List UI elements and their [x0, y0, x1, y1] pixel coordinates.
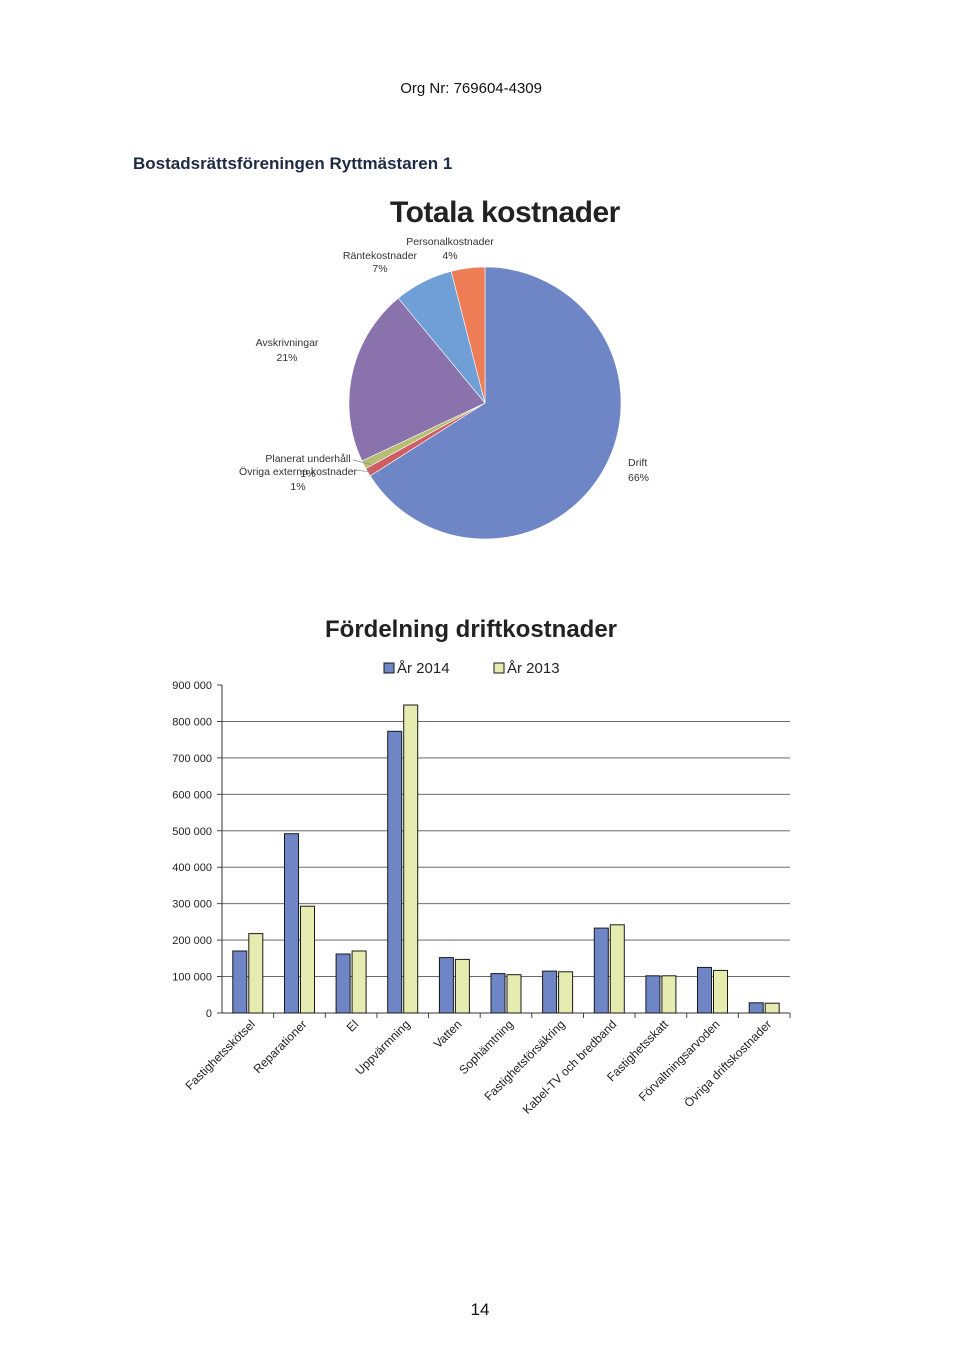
- bar-sophamtning-ar-2014: [490, 973, 506, 1014]
- bar-forvaltningsarvoden-ar-2013: [713, 969, 728, 1014]
- x-tick-label-uppvarmning: Uppvärmning: [352, 1017, 412, 1077]
- pie-pct-personalkostnader: 4%: [442, 250, 457, 262]
- bar-el-ar-2013: [351, 950, 367, 1014]
- bar-vatten-ar-2013: [454, 958, 470, 1014]
- x-tick-label-ovriga-driftskostnader: Övriga driftskostnader: [681, 1017, 774, 1110]
- bar-fastighetsforsakring-ar-2013: [558, 971, 574, 1014]
- pie-slice-avskrivningar: [348, 297, 486, 462]
- org-number: Org Nr: 769604-4309: [400, 80, 542, 97]
- legend-swatch-ar-2013: [493, 662, 505, 674]
- bar-kabel-tv-och-bredband-ar-2013: [609, 924, 625, 1014]
- bar-fastighetsskatt-ar-2013: [661, 975, 677, 1014]
- x-tick-label-fastighetsskotsel: Fastighetsskötsel: [182, 1017, 257, 1092]
- x-tick-label-kabel-tv-och-bredband: Kabel-TV och bredband: [520, 1017, 620, 1117]
- bar-fastighetsskotsel-ar-2013: [248, 933, 264, 1014]
- bar-ovriga-driftskostnader-ar-2014: [748, 1002, 764, 1014]
- pie-label-personalkostnader: Personalkostnader: [406, 236, 494, 248]
- bar-chart-title: Fördelning driftkostnader: [325, 616, 618, 643]
- pie-slice-personalkostnader: [450, 266, 486, 404]
- y-tick-label: 900 000: [172, 680, 212, 692]
- y-tick-label: 100 000: [172, 972, 212, 984]
- bar-uppvarmning-ar-2013: [403, 704, 419, 1014]
- y-tick-label: 600 000: [172, 789, 212, 801]
- legend-swatch-ar-2014: [383, 662, 395, 674]
- pie-label-ovriga-externa-kostnader: Övriga externa kostnader: [239, 466, 357, 478]
- x-tick-label-el: El: [344, 1017, 361, 1034]
- y-tick-label: 400 000: [172, 862, 212, 874]
- y-tick-label: 200 000: [172, 935, 212, 947]
- association-name: Bostadsrättsföreningen Ryttmästaren 1: [133, 154, 453, 173]
- bar-ovriga-driftskostnader-ar-2013: [764, 1002, 780, 1014]
- bar-fastighetsskatt-ar-2014: [645, 975, 661, 1014]
- bar-fastighetsforsakring-ar-2014: [542, 970, 558, 1014]
- pie-pct-ovriga-externa-kostnader: 1%: [290, 481, 305, 493]
- legend-label-ar-2013: År 2013: [507, 660, 560, 677]
- pie-pct-rantekostnader: 7%: [372, 263, 387, 275]
- bar-el-ar-2014: [335, 953, 351, 1014]
- pie-leader-line: [352, 459, 372, 466]
- bar-forvaltningsarvoden-ar-2014: [697, 966, 712, 1014]
- pie-pct-avskrivningar: 21%: [276, 352, 297, 364]
- bar-kabel-tv-och-bredband-ar-2014: [593, 927, 609, 1014]
- bar-reparationer-ar-2013: [300, 905, 315, 1014]
- x-tick-label-vatten: Vatten: [431, 1017, 465, 1051]
- y-tick-label: 500 000: [172, 826, 212, 838]
- legend-label-ar-2014: År 2014: [397, 660, 450, 677]
- pie-chart-title: Totala kostnader: [390, 196, 620, 229]
- y-tick-label: 700 000: [172, 753, 212, 765]
- pie-pct-drift: 66%: [628, 472, 649, 484]
- pie-label-planerat-underhall: Planerat underhåll: [265, 453, 350, 465]
- y-tick-label: 300 000: [172, 899, 212, 911]
- pie-slice-drift: [369, 266, 622, 540]
- pie-label-rantekostnader: Räntekostnader: [343, 250, 418, 262]
- page-number: 14: [470, 1300, 490, 1319]
- bar-vatten-ar-2014: [438, 957, 454, 1014]
- pie-label-drift: Drift: [628, 457, 647, 469]
- pie-pct-planerat-underhall: 1%: [300, 468, 315, 480]
- bar-sophamtning-ar-2013: [506, 974, 522, 1014]
- y-tick-label: 0: [206, 1008, 212, 1020]
- bar-uppvarmning-ar-2014: [387, 730, 403, 1014]
- bar-reparationer-ar-2014: [284, 833, 299, 1014]
- pie-leader-line: [352, 469, 376, 473]
- x-tick-label-reparationer: Reparationer: [251, 1017, 310, 1076]
- pie-label-avskrivningar: Avskrivningar: [256, 337, 319, 349]
- y-tick-label: 800 000: [172, 716, 212, 728]
- bar-fastighetsskotsel-ar-2014: [232, 950, 248, 1014]
